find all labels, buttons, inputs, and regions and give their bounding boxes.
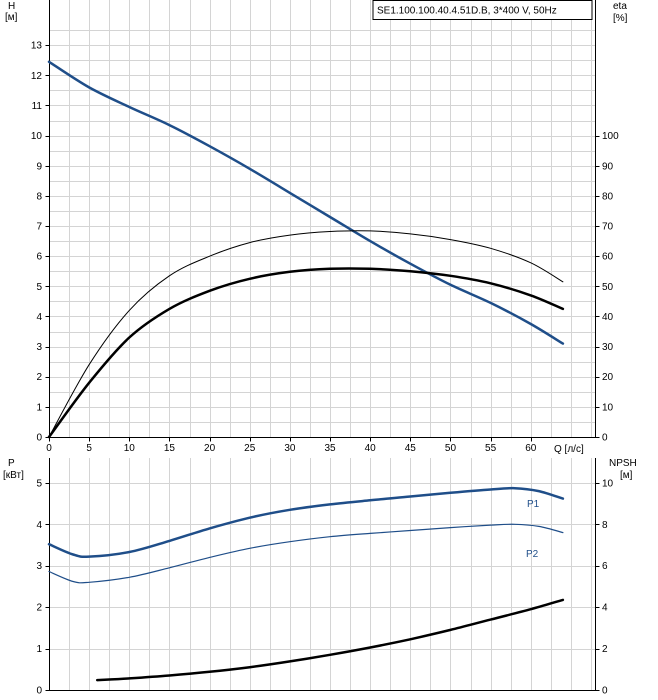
left-tick-label: 2 — [36, 372, 42, 383]
left-tick-label: 4 — [36, 312, 42, 323]
right-tick-label: 50 — [602, 282, 614, 293]
right-tick-label: 30 — [602, 342, 614, 353]
left-tick-label: 6 — [36, 252, 42, 263]
top-left-axis-unit: [м] — [5, 12, 18, 23]
x-tick-label: 45 — [405, 443, 417, 454]
left-tick-label: 8 — [36, 191, 42, 202]
left-tick-label: 5 — [36, 478, 42, 489]
right-tick-label: 0 — [602, 433, 608, 444]
bottom-right-axis-unit: [м] — [620, 470, 633, 481]
right-tick-label: 4 — [602, 603, 608, 614]
series-line-1-2 — [95, 598, 565, 682]
grid-lines — [49, 0, 595, 690]
top-left-axis-label: H — [8, 1, 15, 12]
left-tick-label: 2 — [36, 603, 42, 614]
x-tick-label: 35 — [324, 443, 336, 454]
x-tick-label: 60 — [525, 443, 537, 454]
series-line-0-2 — [47, 267, 565, 439]
left-tick-label: 1 — [36, 402, 42, 413]
left-tick-label: 0 — [36, 686, 42, 697]
tick-labels: 0123456789101112130102030405060708090100… — [31, 41, 619, 697]
x-tick-label: 20 — [204, 443, 216, 454]
left-tick-label: 4 — [36, 520, 42, 531]
right-tick-label: 100 — [602, 131, 619, 142]
left-tick-label: 10 — [31, 131, 43, 142]
left-tick-label: 9 — [36, 161, 42, 172]
right-tick-label: 60 — [602, 252, 614, 263]
right-tick-label: 0 — [602, 686, 608, 697]
x-tick-label: 10 — [124, 443, 136, 454]
top-right-axis-label: eta — [613, 1, 627, 12]
x-tick-label: 5 — [86, 443, 92, 454]
left-tick-label: 0 — [36, 433, 42, 444]
series-line-0-0 — [47, 60, 565, 345]
left-tick-label: 12 — [31, 71, 43, 82]
right-tick-label: 90 — [602, 161, 614, 172]
x-tick-label: 40 — [365, 443, 377, 454]
bottom-left-axis-unit: [кВт] — [3, 470, 24, 481]
left-tick-label: 11 — [32, 101, 43, 112]
axes — [45, 0, 600, 691]
left-tick-label: 1 — [36, 644, 42, 655]
series-line-p1 — [47, 486, 565, 558]
left-tick-label: 7 — [36, 222, 42, 233]
bottom-left-axis-label: P — [8, 458, 15, 469]
right-tick-label: 10 — [602, 478, 614, 489]
left-tick-label: 13 — [31, 41, 43, 52]
bottom-right-axis-label: NPSH — [609, 458, 637, 469]
x-tick-label: 50 — [445, 443, 457, 454]
x-axis-label: Q [л/с] — [554, 444, 584, 455]
series-label-p1: P1 — [527, 499, 540, 510]
left-tick-label: 3 — [36, 561, 42, 572]
right-tick-label: 20 — [602, 372, 614, 383]
right-tick-label: 6 — [602, 561, 608, 572]
series-label-p2: P2 — [526, 549, 539, 560]
series-line-p2 — [48, 523, 564, 584]
left-tick-label: 3 — [36, 342, 42, 353]
data-series — [47, 60, 565, 682]
chart-title-box — [372, 0, 593, 20]
right-tick-label: 2 — [602, 644, 608, 655]
x-tick-label: 55 — [485, 443, 497, 454]
series-line-0-1 — [48, 230, 564, 438]
right-tick-label: 80 — [602, 191, 614, 202]
x-tick-label: 0 — [46, 443, 52, 454]
x-tick-label: 15 — [164, 443, 176, 454]
x-tick-label: 25 — [244, 443, 256, 454]
x-tick-label: 30 — [284, 443, 296, 454]
left-tick-label: 5 — [36, 282, 42, 293]
right-tick-label: 10 — [602, 402, 614, 413]
top-right-axis-unit: [%] — [613, 13, 628, 24]
right-tick-label: 70 — [602, 222, 614, 233]
chart-title: SE1.100.100.40.4.51D.B, 3*400 V, 50Hz — [377, 6, 557, 17]
right-tick-label: 8 — [602, 520, 608, 531]
right-tick-label: 40 — [602, 312, 614, 323]
